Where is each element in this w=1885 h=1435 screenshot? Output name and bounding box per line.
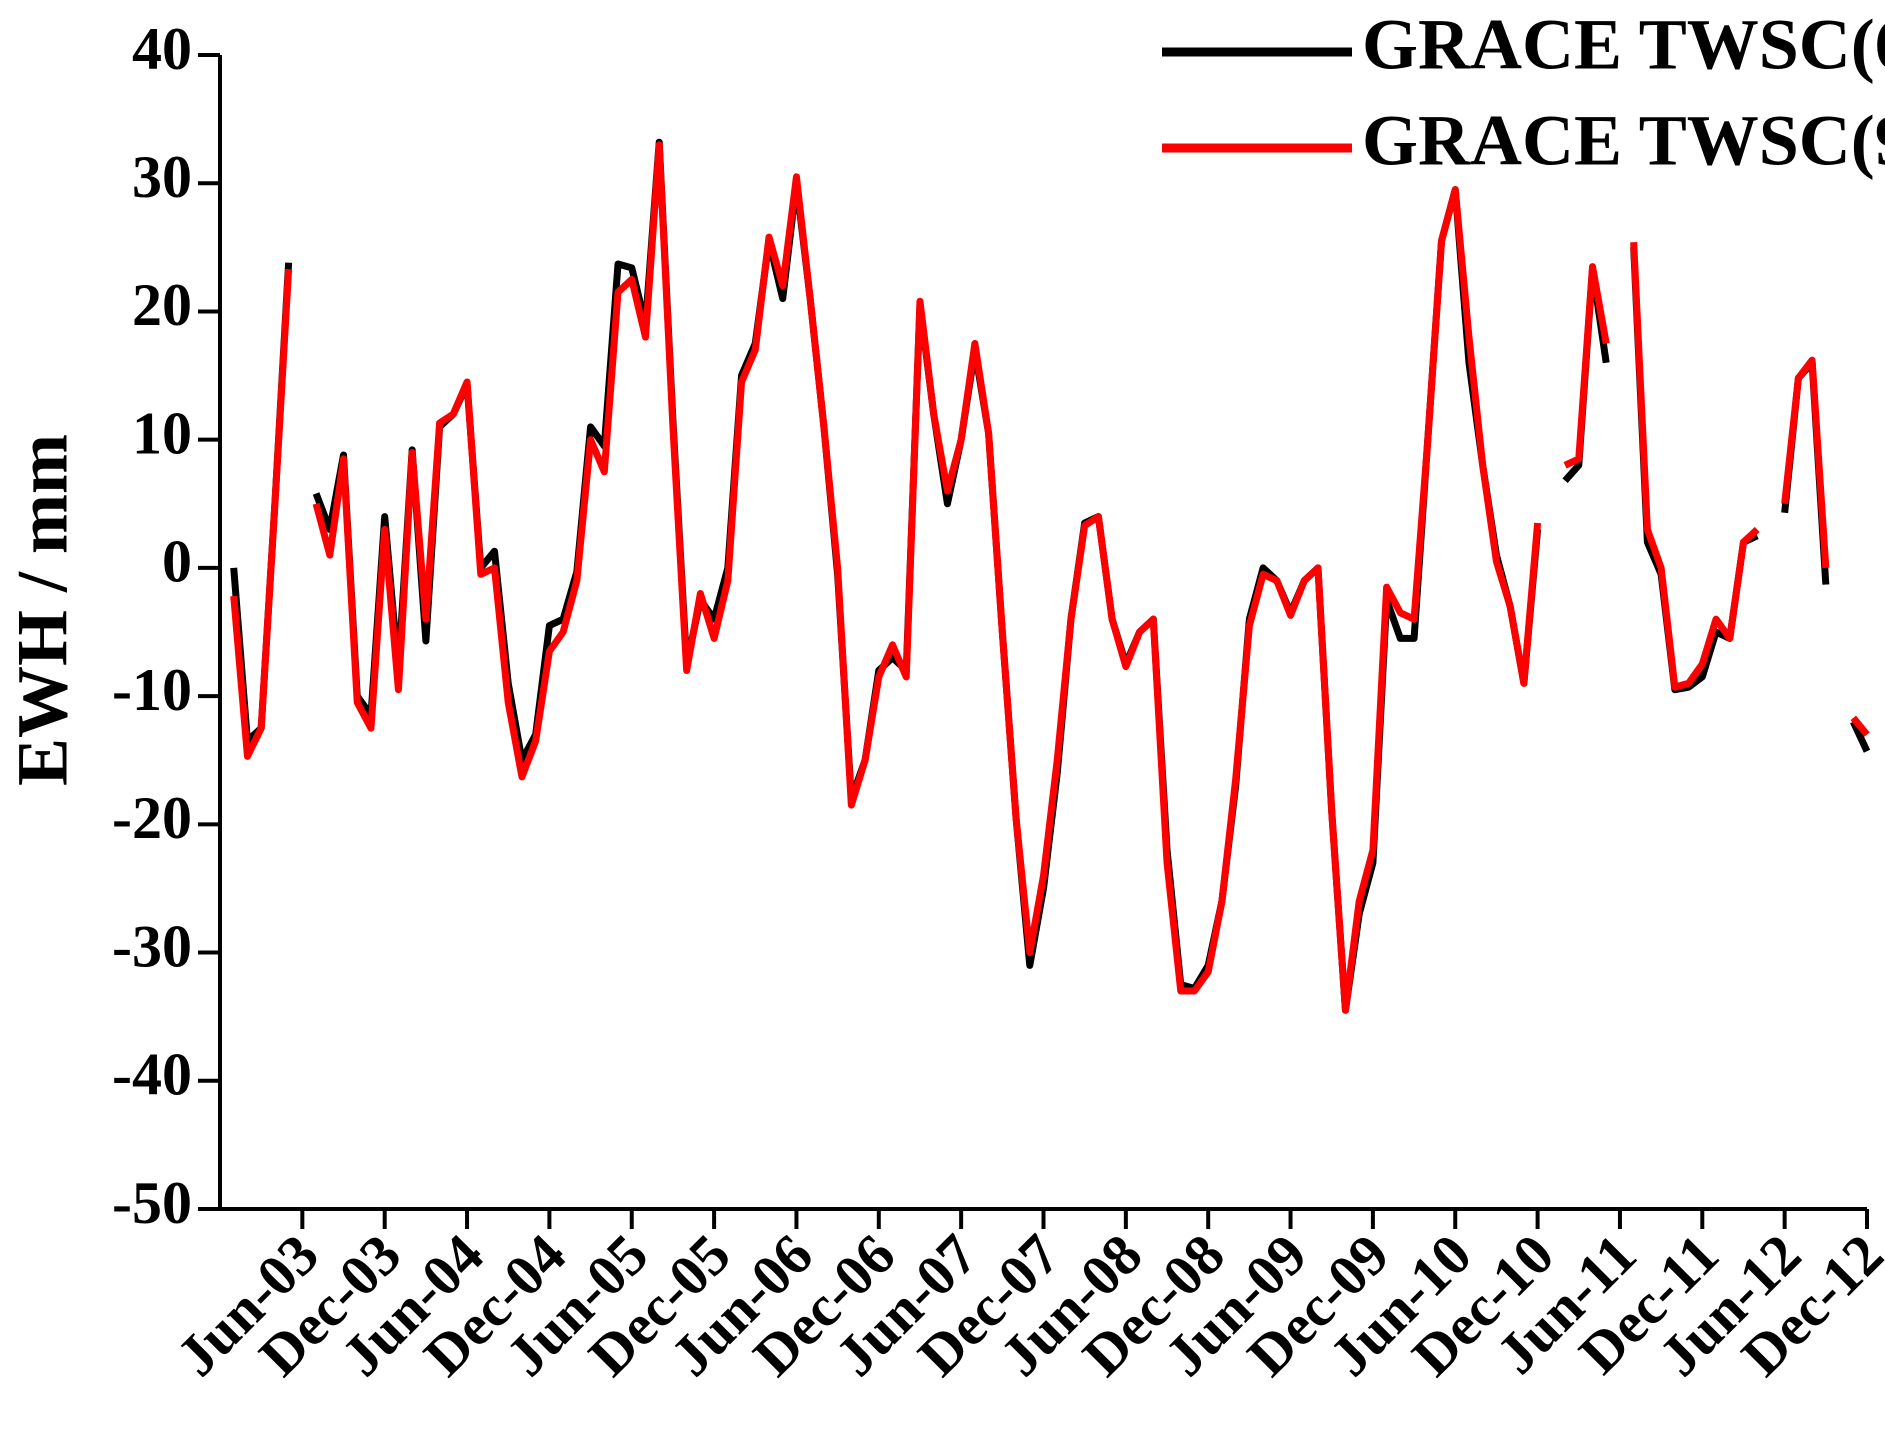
y-tick-label: 10 bbox=[132, 400, 192, 466]
y-tick-label: 40 bbox=[132, 16, 192, 82]
y-axis-label: EWH / mm bbox=[3, 434, 83, 786]
y-tick-label: 30 bbox=[132, 144, 192, 210]
y-tick-label: -20 bbox=[112, 785, 192, 851]
y-tick-label: -10 bbox=[112, 657, 192, 723]
y-tick-label: 0 bbox=[162, 529, 192, 595]
y-tick-label: 20 bbox=[132, 272, 192, 338]
y-tick-label: -40 bbox=[112, 1042, 192, 1108]
legend-label: GRACE TWSC(90) bbox=[1362, 101, 1885, 181]
series-line bbox=[230, 141, 1870, 1014]
y-tick-label: -50 bbox=[112, 1170, 192, 1236]
legend-label: GRACE TWSC(60) bbox=[1362, 5, 1885, 85]
y-tick-label: -30 bbox=[112, 913, 192, 979]
